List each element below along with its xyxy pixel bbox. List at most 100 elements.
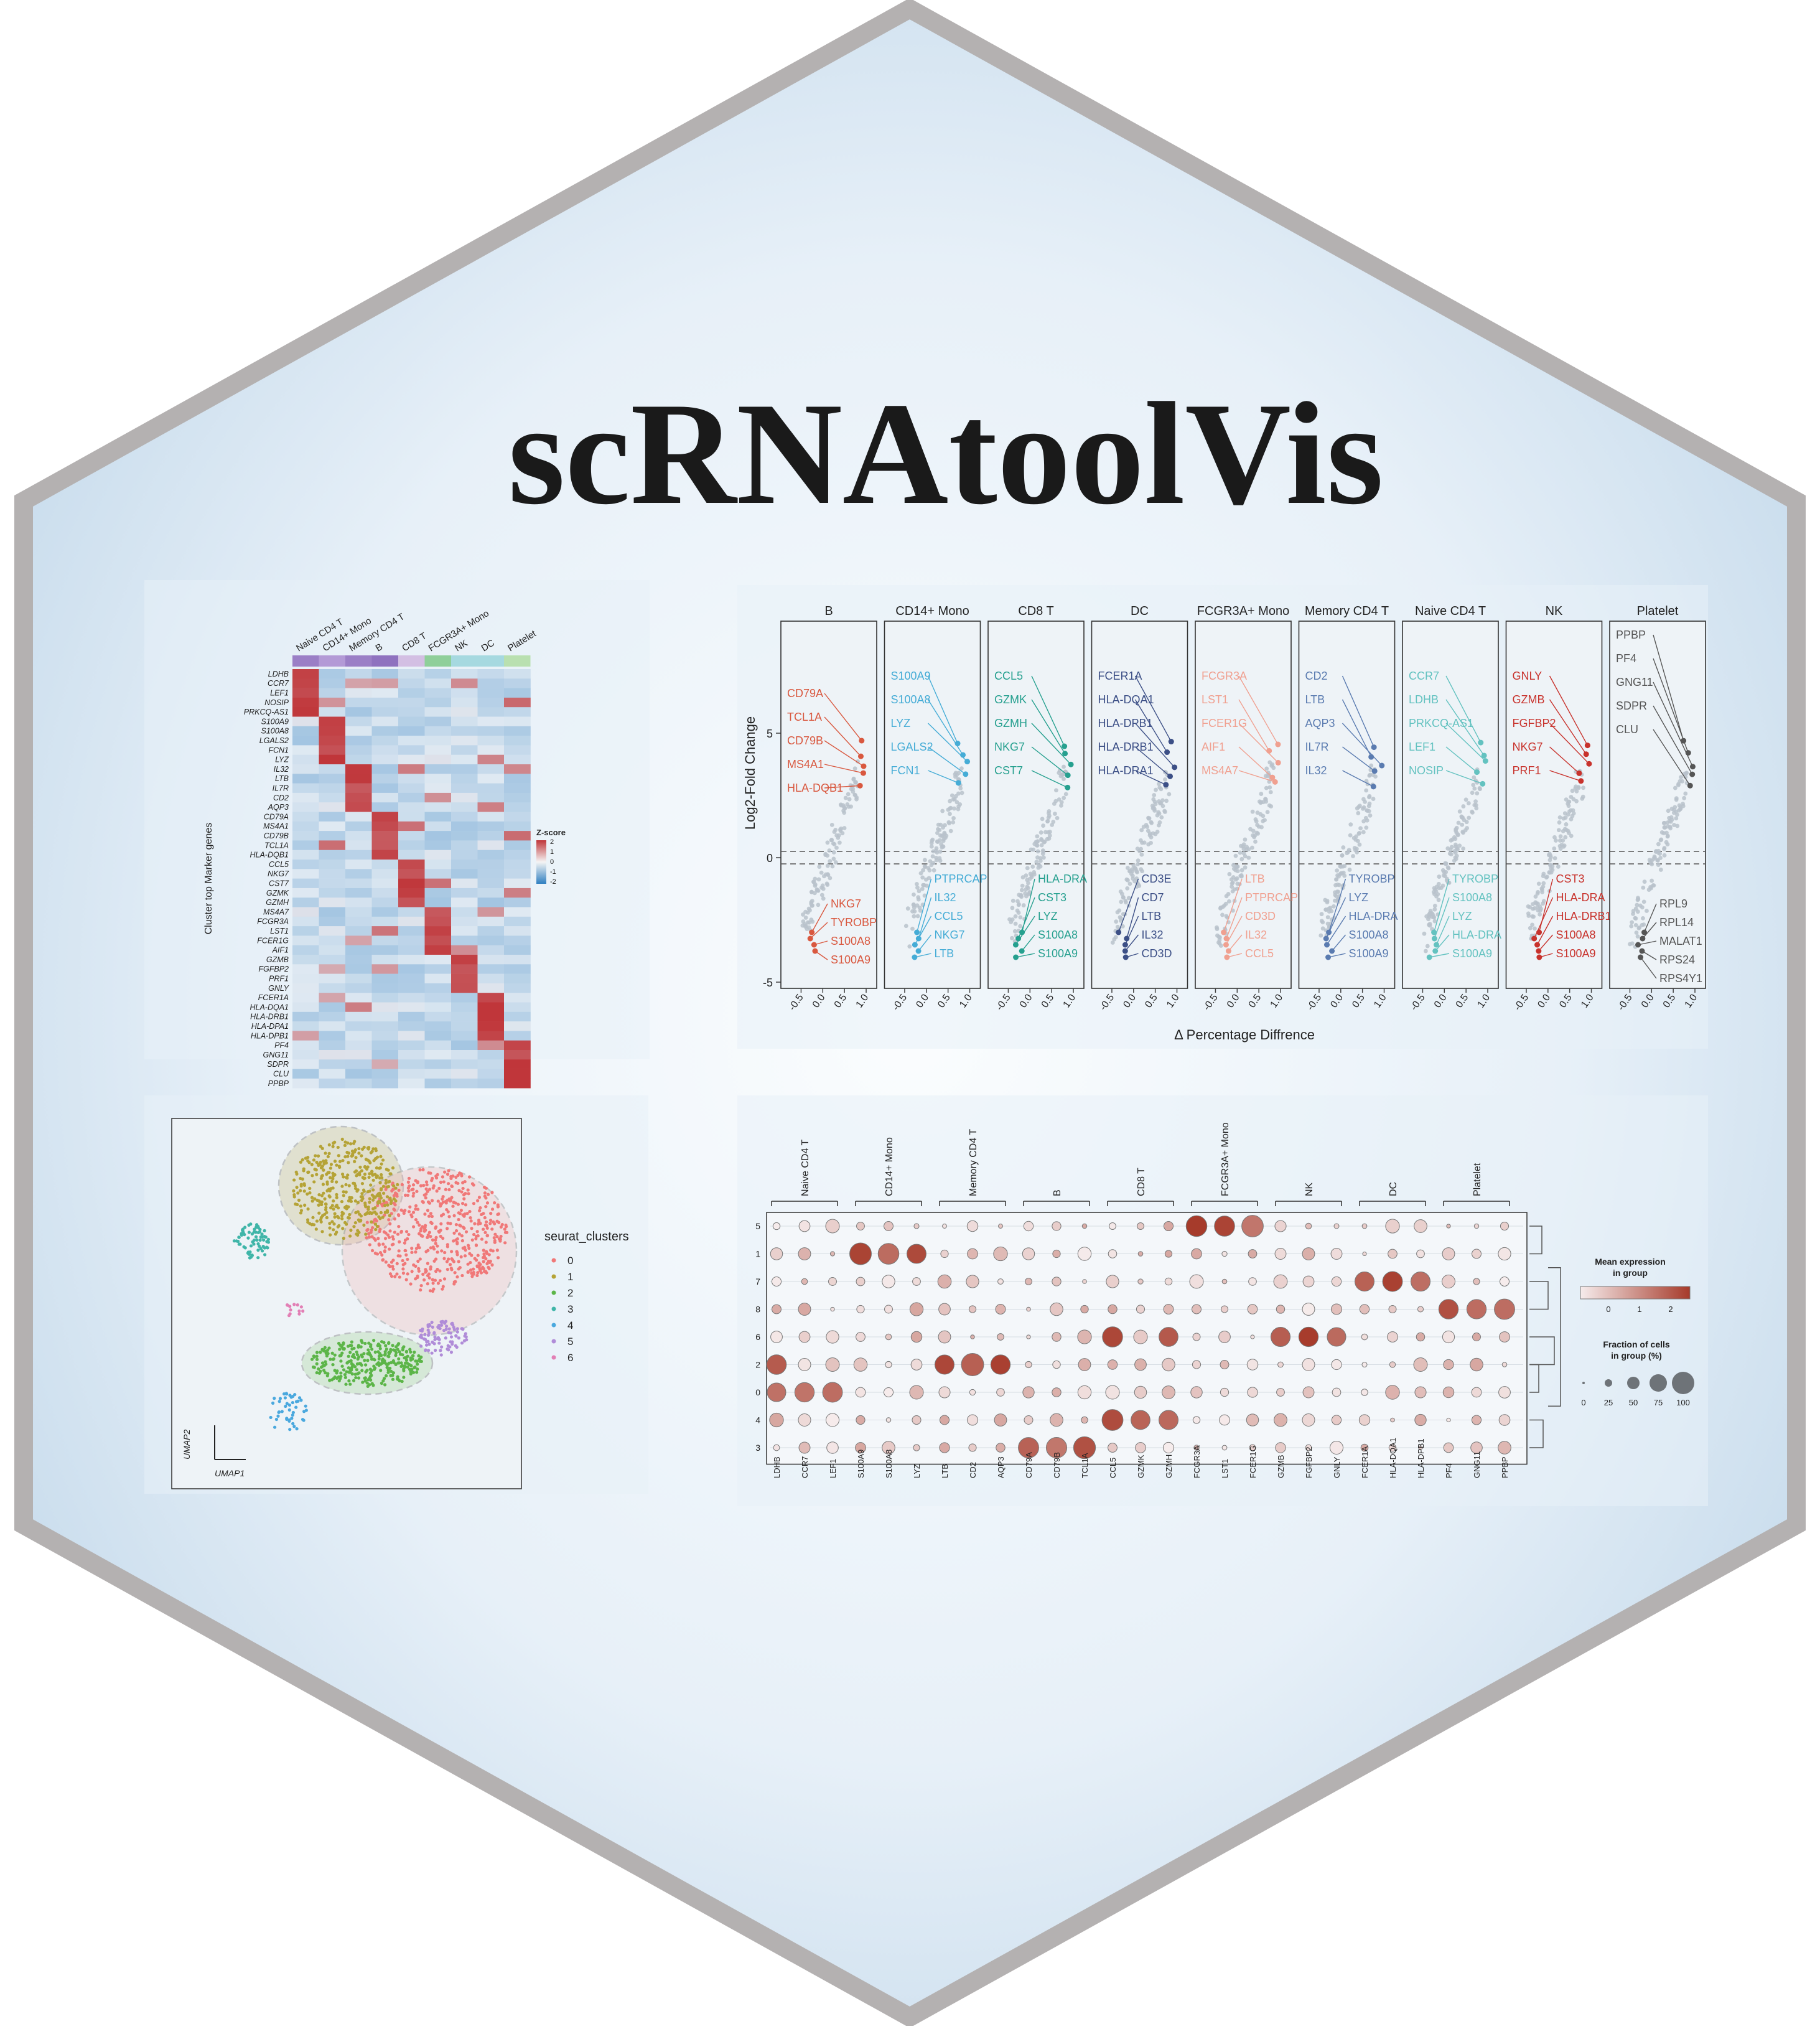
heatmap-cell	[345, 888, 372, 898]
heatmap-cell	[398, 993, 425, 1003]
dotplot-dot	[1331, 1415, 1342, 1425]
umap-point	[495, 1235, 499, 1239]
heatmap-cell	[504, 840, 531, 850]
volcano-point	[1463, 797, 1468, 802]
dotplot-gene-label: HLA-DQA1	[1388, 1438, 1398, 1478]
volcano-gene-label: LYZ	[1452, 910, 1472, 922]
umap-point	[404, 1358, 409, 1362]
umap-point	[320, 1174, 324, 1178]
umap-point	[401, 1258, 404, 1263]
umap-point	[318, 1163, 322, 1166]
volcano-point	[915, 903, 920, 908]
heatmap-cell	[398, 935, 425, 945]
heatmap-cell	[398, 707, 425, 717]
umap-point	[401, 1263, 405, 1267]
volcano-label-leader	[1549, 723, 1590, 764]
heatmap-cell	[477, 878, 505, 889]
umap-point	[493, 1232, 497, 1236]
umap-point	[312, 1354, 315, 1358]
volcano-highlight-point	[1368, 754, 1374, 760]
umap-point	[387, 1355, 391, 1359]
volcano-gene-label: RPS4Y1	[1659, 972, 1702, 985]
umap-point	[457, 1260, 460, 1263]
umap-point	[424, 1196, 427, 1200]
dotplot-dot	[1136, 1305, 1146, 1314]
heatmap-cell	[504, 707, 531, 717]
heatmap-cell	[424, 1040, 452, 1051]
volcano-point	[911, 902, 916, 907]
umap-point	[385, 1347, 388, 1351]
volcano-gene-label: TCL1A	[787, 711, 822, 723]
volcano-point	[1656, 841, 1661, 846]
umap-point	[355, 1352, 359, 1357]
dotplot-dot	[829, 1251, 836, 1257]
umap-point	[391, 1348, 395, 1352]
dotplot-dot	[825, 1357, 840, 1372]
volcano-point	[1566, 828, 1570, 833]
volcano-highlight-point	[1323, 935, 1329, 942]
volcano-gene-label: CD3D	[1245, 910, 1276, 922]
umap-point	[488, 1259, 492, 1263]
heatmap-cell	[477, 1069, 505, 1079]
umap-point	[472, 1202, 476, 1206]
volcano-point	[1659, 837, 1664, 842]
dotplot-dot	[912, 1277, 921, 1286]
volcano-point	[1662, 853, 1667, 858]
umap-point	[335, 1180, 338, 1184]
umap-point	[363, 1164, 367, 1169]
umap-point	[455, 1253, 459, 1257]
dotplot-dot	[877, 1243, 900, 1265]
heatmap-cell	[319, 707, 346, 717]
volcano-highlight-point	[809, 929, 815, 935]
dotplot-gene-label: GNLY	[1332, 1456, 1342, 1478]
umap-point	[363, 1176, 366, 1180]
volcano-point	[1355, 806, 1360, 811]
volcano-point	[1246, 855, 1251, 860]
heatmap-cell	[451, 878, 478, 889]
umap-point	[449, 1176, 453, 1181]
umap-point	[503, 1227, 506, 1231]
heatmap-cell	[319, 736, 346, 746]
umap-legend-swatch	[551, 1258, 556, 1263]
volcano-label-leader	[928, 723, 968, 762]
volcano-point	[1035, 834, 1040, 839]
heatmap-cell	[451, 926, 478, 936]
umap-point	[315, 1371, 319, 1375]
heatmap-cell	[345, 745, 372, 755]
dotplot-dot	[770, 1247, 783, 1260]
volcano-label-leader	[1429, 953, 1450, 958]
dotplot-cluster-label: 0	[755, 1387, 760, 1397]
heatmap-cell	[319, 860, 346, 869]
umap-point	[329, 1233, 332, 1237]
dotplot-dot	[882, 1441, 895, 1455]
volcano-gene-label: CCL5	[1245, 947, 1274, 960]
umap-point	[383, 1383, 387, 1387]
heatmap-cell	[424, 993, 452, 1003]
umap-point	[342, 1236, 345, 1240]
heatmap-cell	[451, 955, 478, 965]
umap-point	[423, 1212, 427, 1216]
volcano-point	[1019, 888, 1024, 893]
dotplot-gene-label: PF4	[1444, 1463, 1454, 1478]
heatmap-cell	[424, 1021, 452, 1031]
umap-point	[470, 1272, 474, 1275]
dotplot-dot	[1330, 1248, 1343, 1260]
heatmap-row-label: LST1	[270, 927, 289, 935]
umap-point	[357, 1230, 361, 1234]
umap-point	[380, 1340, 384, 1344]
umap-point	[302, 1189, 306, 1193]
volcano-point	[819, 893, 824, 897]
dotplot-legend-color-title: in group	[1613, 1268, 1648, 1278]
heatmap-cell	[371, 935, 399, 945]
heatmap-cell	[451, 983, 478, 993]
umap-point	[375, 1174, 379, 1178]
umap-point	[292, 1178, 296, 1182]
heatmap-row-label: MS4A1	[263, 822, 289, 831]
volcano-point	[1334, 894, 1338, 899]
volcano-point	[825, 840, 830, 845]
umap-point	[387, 1263, 391, 1267]
dotplot-dot	[1472, 1249, 1482, 1259]
umap-point	[345, 1361, 349, 1365]
heatmap-cell	[477, 764, 505, 774]
dotplot-gene-label: CCL5	[1108, 1458, 1118, 1478]
